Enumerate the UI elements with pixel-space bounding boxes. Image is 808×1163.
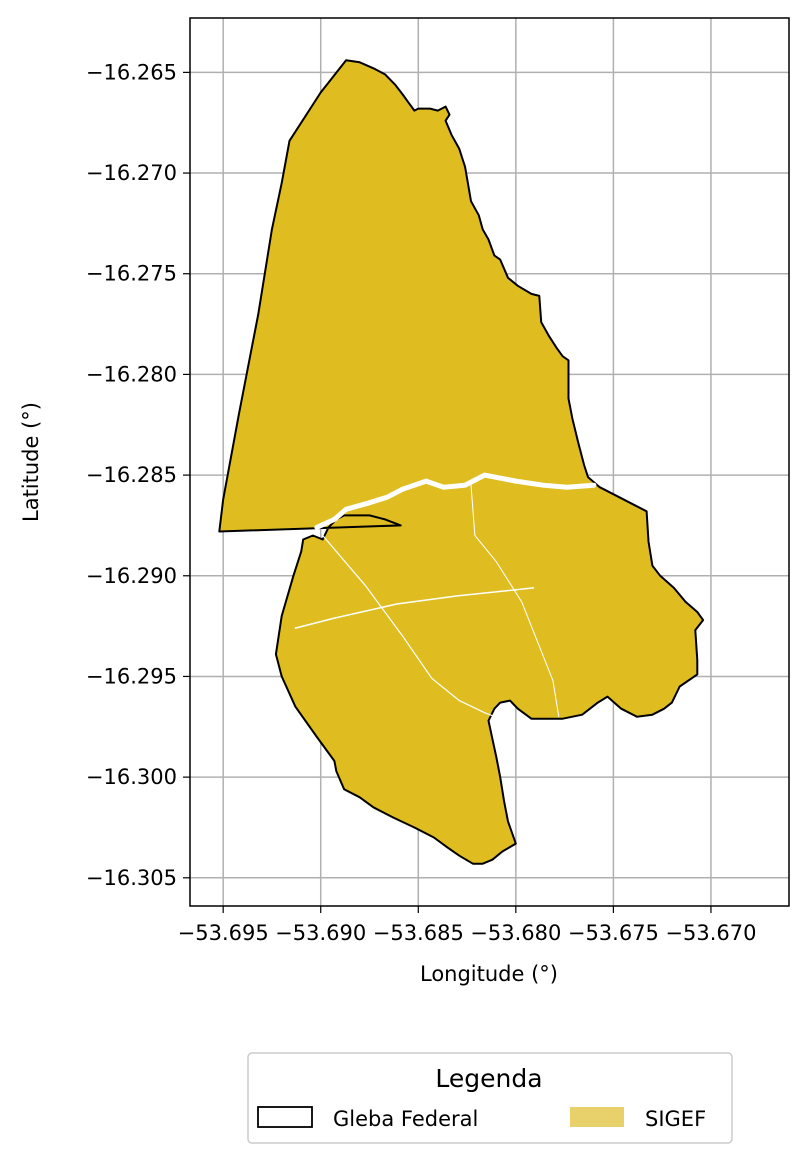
y-tick-label: −16.295	[86, 664, 177, 688]
legend-swatch-sigef	[570, 1107, 624, 1127]
y-tick-label: −16.270	[86, 161, 177, 185]
parcel-divider-line	[322, 534, 501, 720]
legend-swatch-gleba-federal	[257, 1106, 313, 1128]
y-tick-label: −16.265	[86, 60, 177, 84]
parcel-divider-line	[294, 587, 535, 629]
x-axis-ticks: −53.695 −53.690 −53.685 −53.680 −53.675 −53.6…	[178, 906, 756, 945]
axes-frame	[189, 17, 790, 907]
y-tick-label: −16.290	[86, 564, 177, 588]
parcel-dividers	[294, 398, 597, 720]
legend-title: Legenda	[435, 1064, 542, 1093]
y-axis-ticks: −16.265 −16.270 −16.275 −16.280 −16.285 −16.2…	[86, 60, 190, 890]
plot-area	[218, 59, 705, 865]
x-tick-label: −53.670	[665, 921, 756, 945]
x-tick-label: −53.675	[568, 921, 659, 945]
legend: Legenda Gleba Federal SIGEF	[247, 1052, 733, 1144]
x-tick-label: −53.685	[373, 921, 464, 945]
parcel-divider-line	[314, 472, 597, 530]
parcel-divider-line	[577, 398, 593, 476]
y-tick-label: −16.285	[86, 463, 177, 487]
sigef-polygon	[219, 60, 704, 864]
x-tick-label: −53.695	[178, 921, 269, 945]
legend-label-gleba-federal: Gleba Federal	[333, 1107, 478, 1131]
x-tick-label: −53.680	[470, 921, 561, 945]
y-tick-label: −16.275	[86, 262, 177, 286]
legend-label-sigef: SIGEF	[645, 1107, 706, 1131]
y-tick-label: −16.280	[86, 362, 177, 386]
y-axis-label: Latitude (°)	[19, 402, 43, 522]
y-tick-label: −16.300	[86, 765, 177, 789]
x-axis-label: Longitude (°)	[420, 962, 558, 986]
x-tick-label: −53.690	[275, 921, 366, 945]
parcel-divider-line	[470, 484, 560, 718]
y-tick-label: −16.305	[86, 866, 177, 890]
gleba-federal-outline	[218, 59, 705, 865]
